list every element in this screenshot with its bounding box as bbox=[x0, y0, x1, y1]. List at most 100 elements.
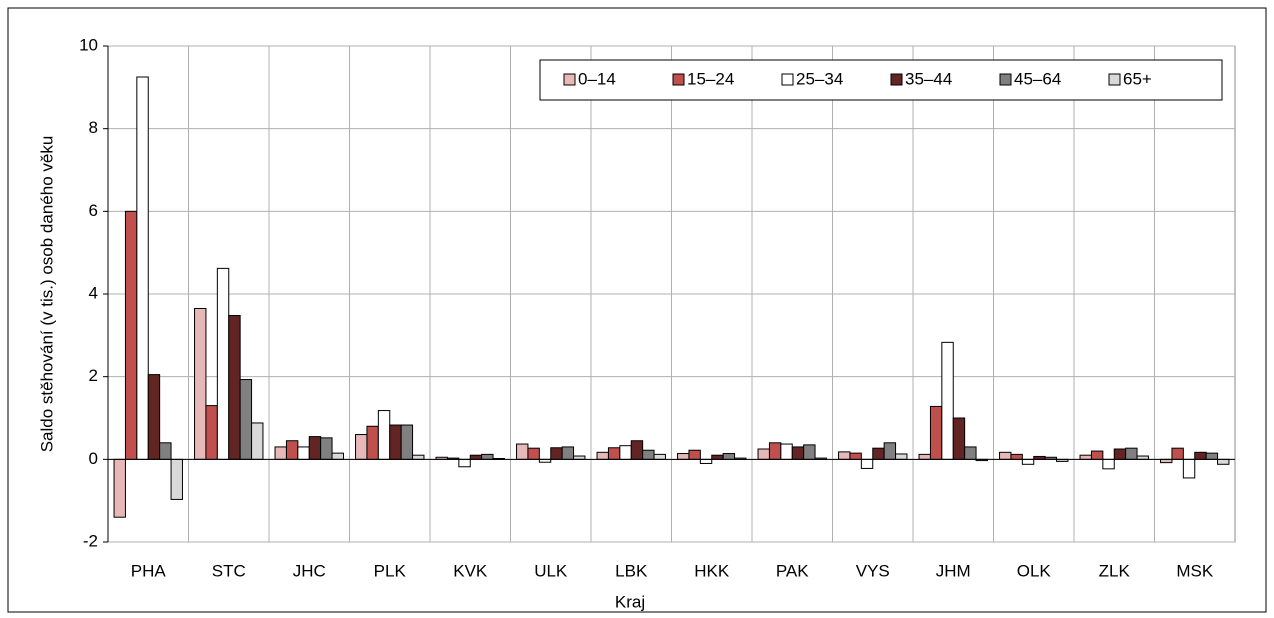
bar bbox=[780, 443, 793, 460]
bar bbox=[688, 449, 701, 460]
bar bbox=[297, 446, 310, 460]
bar bbox=[757, 448, 770, 460]
bar bbox=[642, 449, 655, 460]
y-tick-label: 8 bbox=[89, 118, 98, 137]
legend-swatch bbox=[563, 73, 576, 86]
bar bbox=[527, 447, 540, 460]
bar bbox=[699, 458, 713, 464]
y-tick-label: 10 bbox=[79, 35, 98, 54]
bar bbox=[1125, 447, 1138, 460]
bar bbox=[596, 451, 609, 460]
y-tick-label: 4 bbox=[89, 283, 98, 302]
legend-label: 0–14 bbox=[578, 69, 616, 88]
bar bbox=[320, 437, 333, 460]
bar bbox=[1079, 454, 1092, 460]
bar bbox=[883, 442, 897, 460]
bar bbox=[872, 447, 885, 460]
x-tick-label: KVK bbox=[453, 561, 488, 580]
x-tick-label: STC bbox=[212, 561, 246, 580]
bar bbox=[205, 405, 218, 460]
bar bbox=[838, 451, 851, 460]
x-tick-label: MSK bbox=[1176, 561, 1214, 580]
bar bbox=[274, 446, 287, 460]
bar bbox=[711, 454, 724, 460]
bar bbox=[194, 307, 207, 460]
bar bbox=[136, 76, 149, 460]
bar bbox=[308, 436, 322, 460]
legend-box bbox=[539, 59, 1223, 101]
legend-label: 65+ bbox=[1123, 69, 1152, 88]
y-tick-label: 0 bbox=[89, 449, 98, 468]
bar bbox=[516, 443, 529, 460]
bar bbox=[1171, 447, 1184, 460]
x-tick-label: VYS bbox=[856, 561, 890, 580]
y-axis-label: Saldo stěhování (v tis.) osob daného věk… bbox=[37, 136, 56, 453]
bar bbox=[952, 417, 966, 460]
bar bbox=[1182, 458, 1196, 479]
bar bbox=[147, 374, 161, 460]
bar bbox=[941, 341, 954, 460]
bar bbox=[768, 442, 782, 460]
bar bbox=[918, 453, 931, 460]
bar bbox=[481, 453, 494, 460]
legend-swatch bbox=[781, 73, 794, 86]
bar bbox=[400, 424, 414, 460]
bar bbox=[170, 458, 183, 500]
bar bbox=[895, 453, 908, 460]
bar bbox=[999, 451, 1012, 460]
legend-label: 15–24 bbox=[687, 69, 734, 88]
bar bbox=[331, 452, 344, 460]
bar bbox=[619, 445, 632, 460]
x-axis-label: Kraj bbox=[615, 592, 645, 611]
bar bbox=[216, 267, 230, 460]
bar bbox=[124, 210, 138, 460]
bar bbox=[1090, 450, 1104, 460]
bar bbox=[561, 446, 575, 460]
x-tick-label: HKK bbox=[694, 561, 730, 580]
bar bbox=[849, 452, 862, 460]
y-tick-label: 2 bbox=[89, 366, 98, 385]
bar bbox=[1217, 458, 1230, 465]
legend-label: 45–64 bbox=[1014, 69, 1061, 88]
x-tick-label: ULK bbox=[534, 561, 568, 580]
x-tick-label: OLK bbox=[1017, 561, 1052, 580]
bar bbox=[1194, 451, 1207, 460]
x-tick-label: PHA bbox=[131, 561, 167, 580]
legend-swatch bbox=[890, 73, 903, 86]
bar bbox=[469, 454, 483, 460]
bar bbox=[458, 458, 471, 468]
bar bbox=[1010, 453, 1023, 460]
bar bbox=[113, 458, 126, 518]
bar bbox=[964, 446, 977, 460]
bar bbox=[251, 422, 264, 460]
legend-swatch bbox=[999, 73, 1012, 86]
bar bbox=[803, 444, 816, 460]
bar bbox=[1021, 458, 1035, 465]
legend-swatch bbox=[672, 73, 685, 86]
bar bbox=[1113, 448, 1127, 460]
bar bbox=[1205, 452, 1219, 460]
x-tick-label: JHC bbox=[293, 561, 326, 580]
bar bbox=[929, 405, 943, 460]
bar bbox=[722, 453, 736, 460]
x-tick-label: PAK bbox=[776, 561, 809, 580]
bar bbox=[860, 458, 874, 469]
bar bbox=[412, 454, 425, 460]
x-tick-label: ZLK bbox=[1099, 561, 1131, 580]
bar bbox=[159, 442, 172, 460]
bar bbox=[239, 379, 253, 460]
bar bbox=[377, 410, 391, 460]
bar bbox=[285, 440, 299, 460]
bar bbox=[1102, 458, 1115, 470]
y-tick-label: -2 bbox=[83, 531, 98, 550]
y-tick-label: 6 bbox=[89, 201, 98, 220]
legend-swatch bbox=[1108, 73, 1121, 86]
x-tick-label: PLK bbox=[374, 561, 407, 580]
bar bbox=[355, 434, 368, 460]
bar bbox=[791, 446, 805, 460]
x-tick-label: JHM bbox=[936, 561, 971, 580]
bar bbox=[228, 314, 241, 460]
bar bbox=[677, 453, 690, 460]
bar bbox=[607, 447, 621, 460]
